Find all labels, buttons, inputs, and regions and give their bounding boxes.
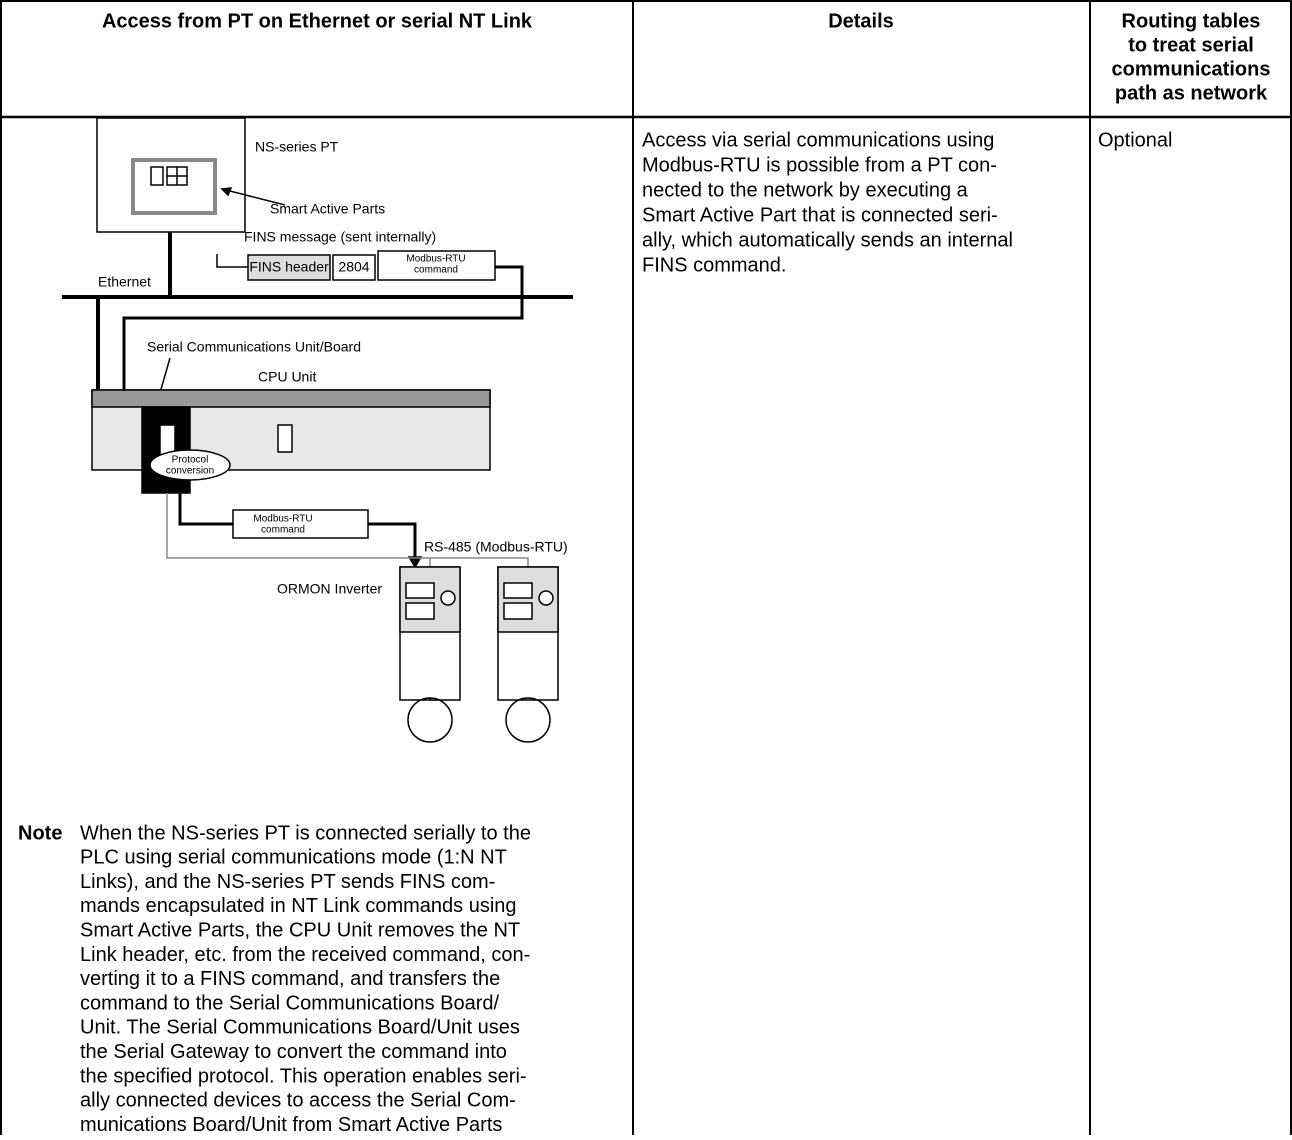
diagram-rs485: RS-485 (Modbus-RTU): [424, 539, 568, 555]
lines-5: FINS command.: [642, 254, 786, 276]
1-0: Details: [828, 10, 894, 32]
lines-8: Unit. The Serial Communications Board/Un…: [80, 1017, 520, 1039]
diagram-command-code: 2804: [338, 259, 369, 275]
2-0: Routing tables: [1122, 10, 1261, 32]
protocol-conversion-0: Protocol: [172, 455, 209, 466]
diagram-smart-active-parts: Smart Active Parts: [270, 201, 385, 217]
modbus-command-top-0: Modbus-RTU: [406, 254, 465, 265]
lines-3: Smart Active Part that is connected seri…: [642, 204, 998, 226]
lines-12: munications Board/Unit from Smart Active…: [80, 1114, 502, 1135]
lines-5: Link header, etc. from the received comm…: [80, 944, 530, 966]
0-0: Access from PT on Ethernet or serial NT …: [102, 10, 533, 32]
lines-10: the specified protocol. This operation e…: [80, 1065, 527, 1087]
diagram-fins-header: FINS header: [249, 259, 329, 275]
note-label: Note: [18, 822, 62, 844]
lines-1: PLC using serial communications mode (1:…: [80, 847, 507, 869]
modbus-command-top-1: command: [414, 265, 458, 276]
diagram-ethernet: Ethernet: [98, 274, 151, 290]
lines-2: nected to the network by executing a: [642, 179, 969, 201]
lines-4: Smart Active Parts, the CPU Unit removes…: [80, 919, 520, 941]
lines-4: ally, which automatically sends an inter…: [642, 229, 1013, 251]
protocol-conversion-1: conversion: [166, 466, 214, 477]
lines-3: mands encapsulated in NT Link commands u…: [80, 895, 517, 917]
2-3: path as network: [1115, 82, 1268, 104]
lines-6: verting it to a FINS command, and transf…: [80, 968, 500, 990]
lines-1: Modbus-RTU is possible from a PT con-: [642, 154, 997, 176]
lines-7: command to the Serial Communications Boa…: [80, 992, 500, 1014]
diagram-inverter: ORMON Inverter: [277, 581, 382, 597]
lines-2: Links), and the NS-series PT sends FINS …: [80, 871, 495, 893]
routing: Optional: [1098, 129, 1173, 151]
2-1: to treat serial: [1128, 34, 1254, 56]
modbus-command-bottom-0: Modbus-RTU: [253, 514, 312, 525]
lines-0: Access via serial communications using: [642, 129, 994, 151]
lines-9: the Serial Gateway to convert the comman…: [80, 1041, 507, 1063]
lines-0: When the NS-series PT is connected seria…: [80, 822, 531, 844]
modbus-command-bottom-1: command: [261, 525, 305, 536]
diagram: [62, 117, 573, 743]
2-2: communications: [1112, 58, 1271, 80]
lines-11: ally connected devices to access the Ser…: [80, 1090, 516, 1112]
diagram-fins-message: FINS message (sent internally): [244, 229, 436, 245]
diagram-pt: NS-series PT: [255, 139, 339, 155]
diagram-serial-unit: Serial Communications Unit/Board: [147, 339, 361, 355]
diagram-cpu-unit: CPU Unit: [258, 369, 316, 385]
